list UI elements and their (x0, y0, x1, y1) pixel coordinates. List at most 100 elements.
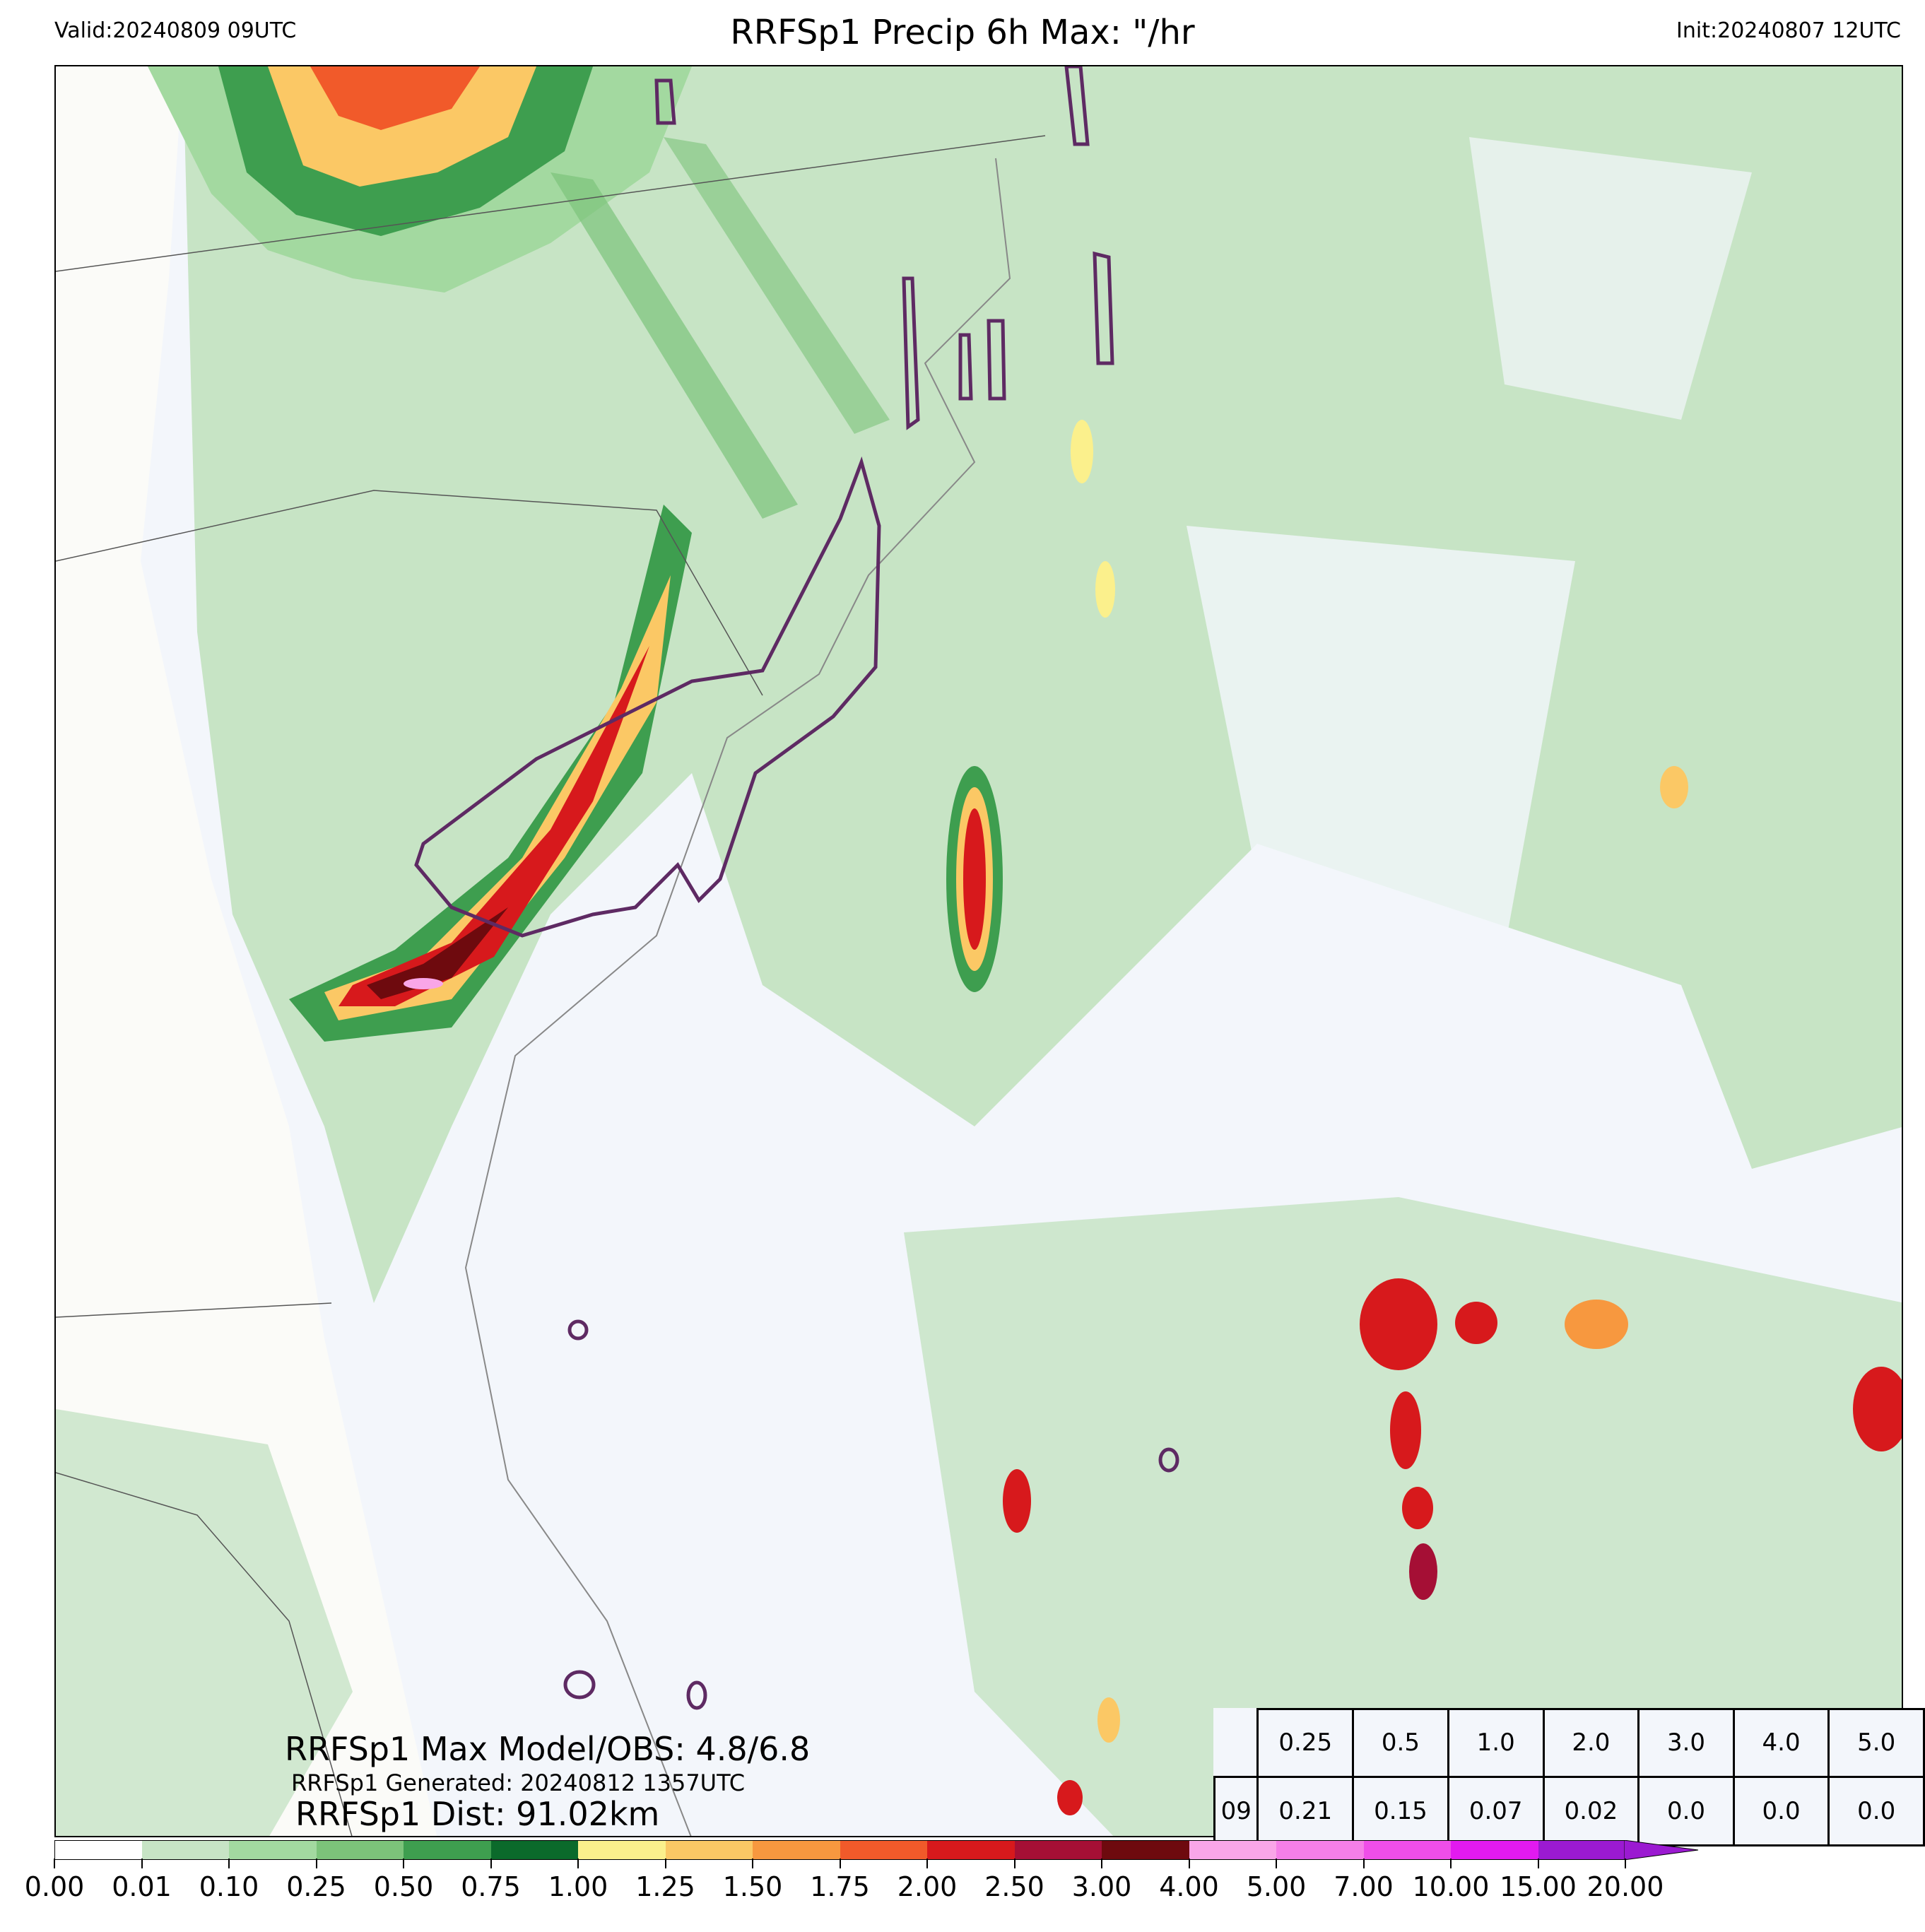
precip-cell (1057, 1780, 1083, 1815)
colorbar-tick-label: 7.00 (1334, 1871, 1394, 1902)
colorbar-tick-label: 20.00 (1586, 1871, 1664, 1902)
score-cell: 0.07 (1447, 1775, 1545, 1846)
precip-cell (1095, 561, 1115, 618)
colorbar-tick (664, 1859, 666, 1868)
colorbar-segment (1189, 1840, 1277, 1860)
score-cell: 0.02 (1542, 1775, 1640, 1846)
colorbar-segment (1276, 1840, 1365, 1860)
obs-contours (414, 66, 1179, 1710)
score-cell: 0.0 (1637, 1775, 1735, 1846)
colorbar-tick-label: 0.75 (461, 1871, 521, 1902)
colorbar-tick (1276, 1859, 1277, 1868)
colorbar-tick (1450, 1859, 1452, 1868)
colorbar-tick-label: 1.00 (548, 1871, 608, 1902)
colorbar-segment (404, 1840, 492, 1860)
land-area (56, 66, 437, 1836)
precip-cell (1390, 1391, 1421, 1469)
precip-band-sw-max (367, 907, 508, 999)
precip-field-sw (56, 1409, 353, 1836)
table-corner (1215, 1709, 1258, 1777)
colorbar-tick-label: 1.25 (635, 1871, 695, 1902)
colorbar-tick (1537, 1859, 1539, 1868)
threshold-cell: 3.0 (1637, 1708, 1735, 1778)
colorbar-tick (490, 1859, 492, 1868)
row-label: 09 (1213, 1775, 1259, 1846)
colorbar-segment (927, 1840, 1016, 1860)
colorbar-tick-label: 1.50 (722, 1871, 783, 1902)
colorbar-tick-label: 1.75 (810, 1871, 870, 1902)
threshold-header-row: 0.25 0.5 1.0 2.0 3.0 4.0 5.0 (1215, 1708, 1925, 1778)
precip-streak (664, 137, 890, 434)
threshold-cell: 1.0 (1447, 1708, 1545, 1778)
threshold-cell: 4.0 (1732, 1708, 1830, 1778)
colorbar-tick (839, 1859, 841, 1868)
precip-cell (1071, 420, 1093, 483)
colorbar-segment (840, 1840, 928, 1860)
colorbar-tick-label: 0.01 (112, 1871, 172, 1902)
score-cell: 0.0 (1827, 1775, 1925, 1846)
precip-cell (1853, 1367, 1902, 1451)
colorbar-tick (141, 1859, 143, 1868)
colorbar-segment (1014, 1840, 1102, 1860)
colorbar-tick-label: 0.10 (199, 1871, 259, 1902)
score-row: 09 0.21 0.15 0.07 0.02 0.0 0.0 0.0 (1213, 1775, 1925, 1846)
threshold-cell: 2.0 (1542, 1708, 1640, 1778)
colorbar-tick (1013, 1859, 1016, 1868)
colorbar-tick (228, 1859, 230, 1868)
colorbar-segment (1538, 1840, 1627, 1860)
colorbar-tick (315, 1859, 317, 1868)
threshold-cell: 0.5 (1352, 1708, 1449, 1778)
precip-cell (1660, 766, 1688, 808)
score-cell: 0.15 (1352, 1775, 1449, 1846)
ocean-gap (1469, 137, 1752, 420)
precip-cell (1402, 1487, 1433, 1529)
state-borders (56, 135, 1046, 1836)
precip-streak (551, 172, 798, 519)
colorbar-tick (403, 1859, 404, 1868)
precip-field-lower (904, 1197, 1902, 1836)
colorbar-tick-label: 15.00 (1500, 1871, 1577, 1902)
precip-cell (1409, 1543, 1437, 1600)
colorbar-arrow (1624, 1840, 1699, 1860)
colorbar-tick (1362, 1859, 1365, 1868)
ocean-gap (1187, 526, 1575, 950)
colorbar-tick (54, 1859, 55, 1868)
chart-title: RRFSp1 Precip 6h Max: "/hr (730, 13, 1195, 52)
colorbar-tick (1625, 1859, 1626, 1868)
colorbar-tick-label: 10.00 (1412, 1871, 1490, 1902)
colorbar-segment (141, 1840, 230, 1860)
colorbar-tick (1101, 1859, 1102, 1868)
coastline (464, 158, 1011, 1836)
max-model-obs-label: RRFSp1 Max Model/OBS: 4.8/6.8 (285, 1730, 811, 1768)
colorbar-segment (490, 1840, 579, 1860)
precip-cell (1565, 1300, 1628, 1349)
colorbar-tick (577, 1859, 579, 1868)
colorbar-tick (752, 1859, 753, 1868)
dist-label: RRFSp1 Dist: 91.02km (295, 1795, 660, 1833)
colorbar-tick (1188, 1859, 1190, 1868)
score-cell: 0.21 (1256, 1775, 1355, 1846)
precip-field-light (183, 66, 1902, 1303)
colorbar-tick-label: 3.00 (1071, 1871, 1132, 1902)
colorbar-segment (1102, 1840, 1190, 1860)
colorbar-segment (578, 1840, 666, 1860)
colorbar-tick-label: 5.00 (1246, 1871, 1307, 1902)
colorbar-segment (54, 1840, 143, 1860)
threshold-cell: 5.0 (1827, 1708, 1925, 1778)
precip-cell (1455, 1302, 1497, 1344)
precip-map (54, 65, 1903, 1837)
colorbar-segment (1363, 1840, 1452, 1860)
colorbar-segment (229, 1840, 317, 1860)
precip-band-sw-core (339, 646, 649, 1006)
precip-cell (1097, 1697, 1120, 1743)
colorbar-outline (54, 1840, 1625, 1860)
precip-cell (1003, 1469, 1031, 1533)
colorbar-tick-label: 0.00 (24, 1871, 85, 1902)
colorbar-tick-label: 0.25 (286, 1871, 346, 1902)
threshold-table: 0.25 0.5 1.0 2.0 3.0 4.0 5.0 09 0.21 0.1… (1213, 1708, 1925, 1846)
init-time: Init:20240807 12UTC (1676, 18, 1901, 43)
colorbar-tick-label: 2.00 (897, 1871, 958, 1902)
colorbar-segment (1451, 1840, 1539, 1860)
colorbar-tick-label: 2.50 (984, 1871, 1044, 1902)
colorbar-tick (926, 1859, 928, 1868)
